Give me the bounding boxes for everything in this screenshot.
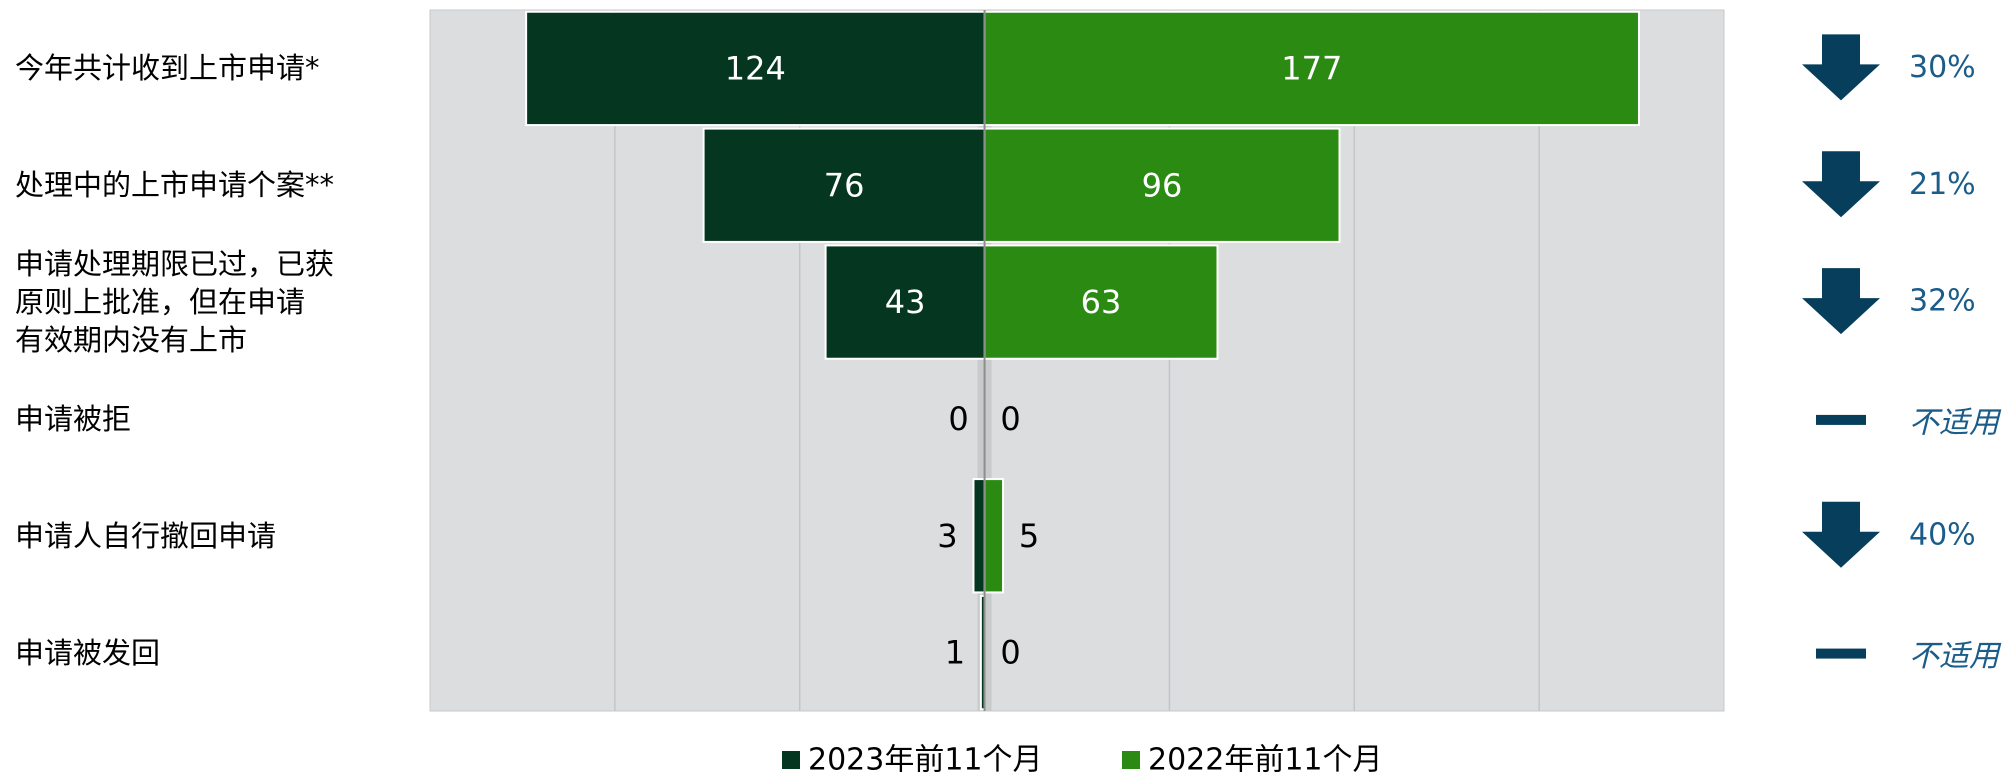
down-arrow — [1802, 151, 1880, 218]
change-label: 不适用 — [1909, 639, 2002, 674]
category-label: 今年共计收到上市申请* — [15, 51, 320, 86]
change-label: 30% — [1909, 50, 1976, 85]
legend-swatch — [1122, 751, 1140, 769]
value-label: 0 — [1000, 634, 1020, 672]
no-change-dash — [1816, 414, 1866, 425]
value-label: 177 — [1281, 49, 1342, 87]
bar — [983, 244, 1219, 360]
category-label: 处理中的上市申请个案** — [15, 168, 335, 203]
value-label: 5 — [1019, 517, 1039, 555]
down-arrow — [1802, 268, 1880, 335]
value-label: 76 — [824, 166, 865, 204]
bar — [972, 478, 986, 594]
value-label: 124 — [725, 49, 786, 87]
category-label: 申请处理期限已过，已获 原则上批准，但在申请 有效期内没有上市 — [15, 247, 335, 358]
change-label: 32% — [1909, 284, 1976, 319]
change-label: 不适用 — [1909, 405, 2002, 440]
down-arrow — [1802, 501, 1880, 568]
no-change-dash — [1816, 648, 1866, 659]
change-label: 40% — [1909, 517, 1976, 552]
bar — [702, 127, 986, 243]
category-label: 申请被拒 — [15, 401, 132, 436]
value-label: 3 — [937, 517, 957, 555]
bar — [983, 478, 1005, 594]
value-label: 43 — [885, 283, 926, 321]
change-label: 21% — [1909, 167, 1976, 202]
category-label: 申请被发回 — [15, 635, 161, 670]
legend-label: 2023年前11个月 — [808, 743, 1043, 776]
value-label: 96 — [1142, 166, 1183, 204]
bar — [824, 244, 986, 360]
value-label: 0 — [948, 400, 968, 438]
legend-swatch — [782, 751, 800, 769]
category-label: 申请人自行撤回申请 — [15, 518, 277, 553]
value-label: 1 — [945, 634, 965, 672]
bar — [525, 10, 986, 127]
bar — [983, 127, 1341, 243]
plot-area — [429, 9, 1725, 712]
bar — [983, 10, 1640, 127]
value-label: 0 — [1000, 400, 1020, 438]
value-label: 63 — [1081, 283, 1122, 321]
legend-label: 2022年前11个月 — [1148, 743, 1383, 776]
down-arrow — [1802, 34, 1880, 101]
